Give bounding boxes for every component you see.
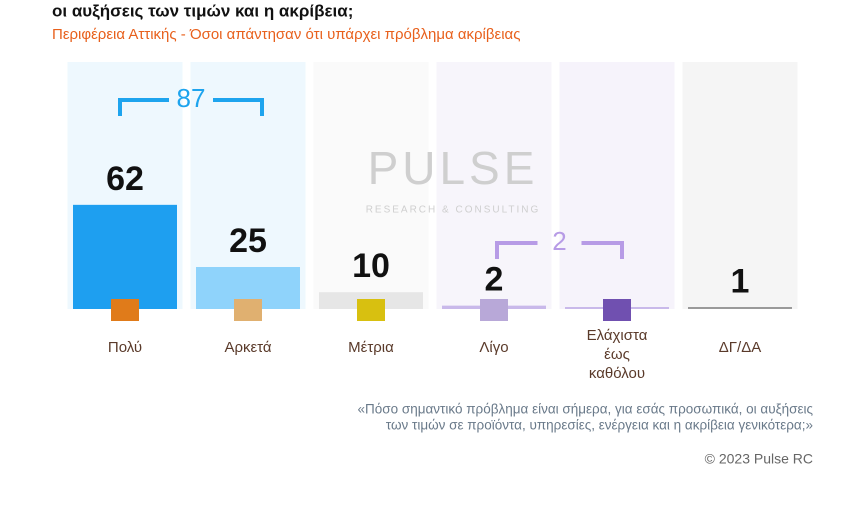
icon [234, 299, 262, 321]
icon [357, 299, 385, 321]
copyright: © 2023 Pulse RC [705, 451, 813, 467]
annotation: 2 [552, 226, 566, 256]
bracket [118, 98, 264, 116]
bracket [495, 241, 624, 259]
value-label: 1 [731, 262, 750, 300]
column-bg [436, 62, 552, 309]
icon [111, 299, 139, 321]
value-label: 10 [352, 247, 390, 285]
x-tick-label: Μέτρια [348, 339, 394, 356]
footnote: «Πόσο σημαντικό πρόβλημα είναι σήμερα, γ… [358, 402, 814, 417]
column-bg [559, 62, 675, 309]
icon [603, 299, 631, 321]
chart-title: οι αυξήσεις των τιμών και η ακρίβεια; [52, 1, 353, 20]
bar [73, 204, 177, 309]
annotation: 87 [177, 83, 206, 113]
chart-subtitle: Περιφέρεια Αττικής - Όσοι απάντησαν ότι … [52, 26, 520, 43]
watermark: PULSE [368, 142, 539, 194]
x-tick-label: Πολύ [107, 339, 143, 356]
column-bg [682, 62, 798, 309]
x-tick-label: Λίγο [479, 339, 509, 356]
value-label: 2 [485, 261, 504, 299]
x-tick-label: ΔΓ/ΔΑ [718, 339, 762, 356]
value-label: 25 [229, 222, 267, 260]
column-bg [313, 62, 429, 309]
value-label: 62 [106, 160, 144, 198]
x-tick-label: Αρκετά [224, 339, 272, 356]
x-tick-label: Ελάχιστα έως καθόλου [586, 327, 648, 382]
watermark: RESEARCH & CONSULTING [366, 205, 541, 216]
footnote: των τιμών σε προϊόντα, υπηρεσίες, ενέργε… [386, 418, 813, 433]
icon [480, 299, 508, 321]
bar [688, 307, 792, 309]
